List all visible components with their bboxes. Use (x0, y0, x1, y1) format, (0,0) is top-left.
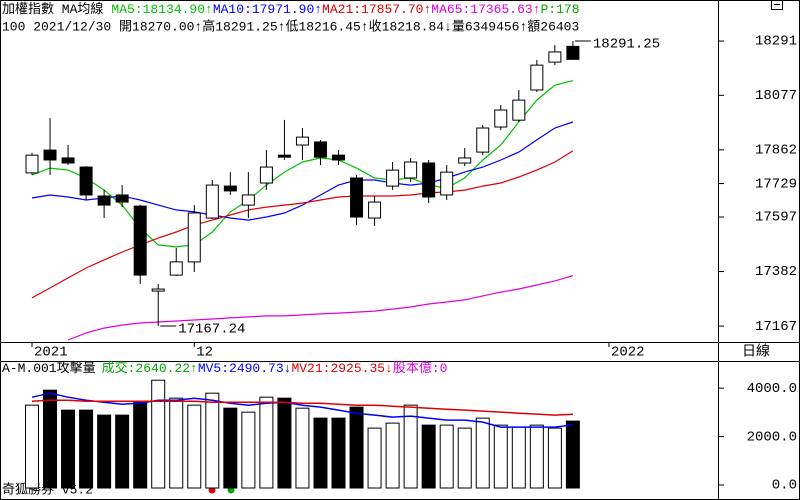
volume-bar (529, 424, 544, 489)
candle-body (169, 261, 183, 276)
candle-body (43, 149, 57, 161)
volume-bar (367, 427, 382, 489)
volume-bar (241, 411, 256, 489)
candle-body (259, 166, 273, 184)
candle-body (458, 157, 472, 164)
y-tick-label: 17862 (755, 143, 797, 159)
volume-bar (511, 426, 526, 489)
candle-body (313, 141, 327, 158)
candle-body (422, 162, 436, 198)
legend-entry: P:178 (540, 2, 579, 17)
y-tick-label: 4000.0 (747, 381, 797, 397)
chart-title: 加權指數 MA均線 (2, 1, 103, 17)
legend-entry: MV5:2490.73↓ (198, 361, 292, 376)
candle-body (512, 99, 526, 121)
volume-bar (151, 379, 166, 489)
volume-ma-line (31, 392, 573, 428)
legend-entry: MV21:2925.35↓ (291, 361, 392, 376)
candle-body (187, 212, 201, 263)
candle-body (223, 185, 237, 192)
volume-bar (331, 417, 346, 489)
candle-body (332, 154, 346, 161)
y-tick-label: 2000.0 (747, 429, 797, 445)
legend-entry: MA10:17971.90↑ (213, 2, 322, 17)
volume-bar (493, 424, 508, 489)
candle-body (205, 184, 219, 219)
ma-line (31, 150, 574, 299)
y-tick-label: 0.0 (772, 478, 797, 494)
volume-title: A-M.001攻擊量 (2, 360, 96, 376)
volume-bar (403, 404, 418, 489)
candle-body (133, 205, 147, 276)
y-tick-label: 17167 (755, 319, 797, 335)
volume-bar (385, 422, 400, 489)
candle-body (548, 51, 562, 63)
volume-bar (223, 407, 238, 489)
volume-bar (115, 414, 130, 489)
candle-body (241, 194, 255, 206)
candle-body (386, 169, 400, 187)
volume-bar (61, 409, 76, 489)
volume-bar (187, 404, 202, 489)
legend: 加權指數 MA均線 MA5:18134.90↑MA10:17971.90↑MA21… (2, 1, 580, 17)
y-tick-label: 17382 (755, 264, 797, 280)
annotation: 18291.25 (593, 37, 660, 53)
y-tick-label: 18291 (755, 34, 797, 50)
volume-value: 成交:2640.22↑ (102, 360, 198, 376)
volume-bar (43, 389, 58, 489)
candle-body (295, 136, 309, 146)
y-tick-label: 17597 (755, 210, 797, 226)
volume-bar (475, 417, 490, 489)
volume-bar (295, 407, 310, 489)
ma-line (67, 275, 574, 341)
x-tick-label: 12 (196, 345, 213, 361)
volume-bar (457, 427, 472, 489)
x-tick-label: 2022 (611, 345, 645, 361)
y-tick-label: 17729 (755, 176, 797, 192)
volume-bar (547, 427, 562, 489)
period-label: 日線 (742, 344, 770, 361)
candle-body (566, 45, 580, 60)
volume-bar (205, 392, 220, 489)
candle-body (440, 171, 454, 196)
candle-body (476, 127, 490, 153)
quote-info: 100 2021/12/30 開18270.00↑高18291.25↑低1821… (2, 18, 579, 34)
price-plot: 加權指數 MA均線 MA5:18134.90↑MA10:17971.90↑MA21… (2, 1, 660, 341)
candle-body (115, 194, 129, 203)
volume-bar (79, 409, 94, 489)
legend-entry: MA65:17365.63↑ (431, 2, 540, 17)
volume-bar (421, 424, 436, 489)
candle-body (277, 154, 291, 158)
volume-bar (439, 424, 454, 489)
candle-body (61, 157, 75, 164)
volume-bar (313, 417, 328, 489)
legend-entry: MA21:17857.70↑ (322, 2, 431, 17)
candle-body (97, 195, 111, 206)
volume-bar (169, 397, 184, 489)
volume-bar (349, 406, 364, 489)
annotation: 17167.24 (178, 322, 245, 338)
y-tick-label: 18077 (755, 88, 797, 104)
candle-body (494, 109, 508, 128)
candle-body (151, 288, 165, 292)
candle-body (530, 64, 544, 91)
volume-bar (259, 396, 274, 489)
volume-bar (133, 401, 148, 489)
volume-bar (565, 420, 580, 489)
candle-body (79, 166, 93, 196)
x-tick-label: 2021 (34, 345, 68, 361)
candle-body (350, 177, 364, 218)
volume-ma-line (31, 399, 573, 416)
legend-entry: MA5:18134.90↑ (111, 2, 212, 17)
candle-body (25, 154, 39, 174)
legend-entry: 股本億:0 (393, 360, 448, 376)
candle-body (368, 201, 382, 219)
volume-bar (25, 404, 39, 489)
volume-legend: A-M.001攻擊量 成交:2640.22↑MV5:2490.73↓MV21:29… (2, 360, 447, 376)
volume-bar (97, 414, 112, 489)
volume-bar (277, 397, 292, 489)
candle-body (404, 161, 418, 179)
